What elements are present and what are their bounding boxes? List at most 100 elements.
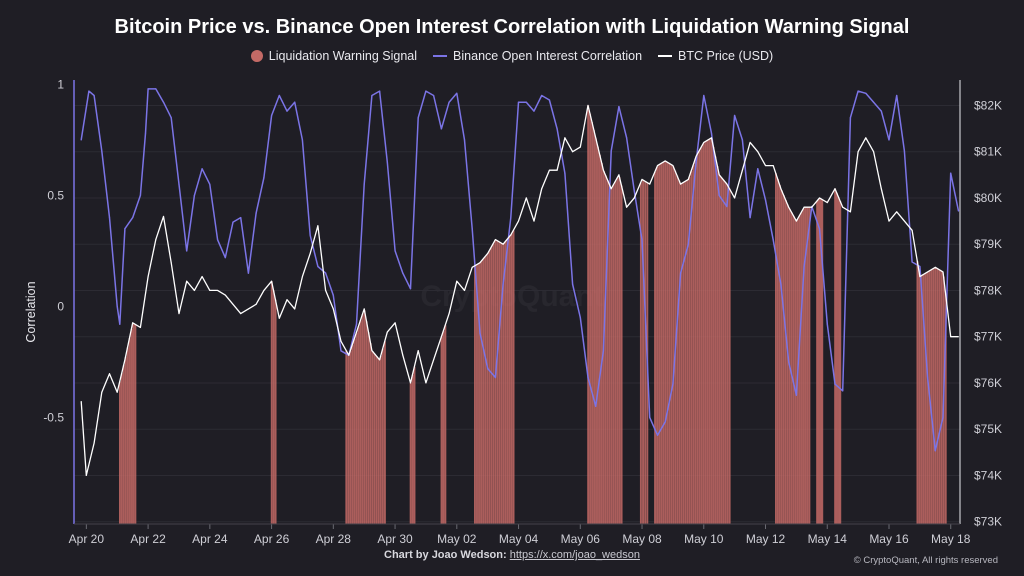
price-point [680, 183, 682, 185]
price-point [109, 373, 111, 375]
correlation-point [201, 168, 203, 170]
x-tick-label: May 12 [746, 532, 786, 546]
correlation-point [872, 101, 875, 103]
warning-signal-bar [938, 269, 941, 524]
price-point [788, 206, 790, 208]
correlation-point [826, 323, 828, 325]
correlation-point [324, 272, 327, 274]
correlation-point [548, 99, 551, 101]
price-point [610, 188, 612, 190]
right-tick-label: $80K [974, 191, 1002, 205]
price-point [896, 211, 898, 213]
correlation-point [726, 205, 728, 208]
warning-period-5 [474, 230, 515, 525]
warning-signal-bar [353, 338, 356, 524]
correlation-point [162, 101, 165, 103]
correlation-point [564, 172, 566, 174]
left-tick-label: -0.5 [43, 410, 64, 424]
price-point [795, 220, 797, 222]
warning-signal-bar [662, 162, 665, 525]
price-point [309, 252, 311, 254]
warning-signal-bar [482, 259, 485, 524]
left-axis-title: Correlation [24, 281, 38, 342]
warning-signal-bar [817, 198, 820, 524]
price-point [656, 165, 658, 167]
price-point [502, 243, 504, 245]
warning-signal-bar [926, 272, 929, 524]
correlation-point [88, 90, 90, 92]
price-point [811, 206, 813, 208]
warning-signal-bar [413, 366, 416, 524]
warning-signal-bar [716, 166, 719, 525]
price-point [394, 322, 396, 324]
correlation-point [402, 272, 404, 274]
warning-signal-bar [639, 182, 642, 525]
warning-signal-bar [798, 215, 801, 524]
price-point [479, 262, 481, 264]
price-point [903, 220, 905, 222]
warning-signal-bar [379, 355, 382, 524]
correlation-point [263, 177, 265, 179]
correlation-point [487, 368, 489, 370]
price-point [957, 336, 959, 338]
x-tick-label: Apr 20 [69, 532, 105, 546]
x-tick-label: May 16 [869, 532, 909, 546]
price-point [518, 220, 520, 222]
credit-link[interactable]: https://x.com/joao_wedson [509, 549, 640, 561]
price-point [533, 220, 535, 222]
correlation-point [649, 416, 651, 419]
warning-signal-bar [930, 269, 933, 524]
warning-signal-bar [800, 212, 803, 524]
warning-signal-bar [359, 320, 362, 524]
x-tick-label: Apr 30 [377, 532, 413, 546]
warning-signal-bar [411, 374, 414, 524]
warning-signal-bar [274, 299, 277, 524]
price-point [911, 229, 913, 231]
warning-period-6 [587, 105, 623, 525]
warning-signal-bar [664, 161, 667, 524]
price-point [649, 183, 651, 185]
warning-period-2 [345, 310, 386, 524]
legend-item-signal[interactable]: Liquidation Warning Signal [250, 49, 417, 63]
legend-item-price[interactable]: BTC Price (USD) [658, 49, 773, 63]
price-point [757, 151, 759, 153]
warning-period-0 [118, 323, 137, 524]
x-tick-label: May 14 [808, 532, 848, 546]
correlation-point [633, 190, 635, 192]
right-tick-label: $77K [974, 330, 1002, 344]
price-point [510, 234, 512, 236]
legend-item-correlation[interactable]: Binance Open Interest Correlation [433, 49, 642, 63]
price-point [687, 178, 689, 180]
correlation-point [224, 257, 226, 259]
warning-signal-bar [706, 140, 709, 524]
price-point [80, 400, 82, 402]
correlation-point [116, 305, 118, 308]
warning-signal-bar [361, 314, 364, 524]
warning-signal-bar [120, 373, 123, 524]
warning-signal-bar [712, 146, 715, 524]
price-point [471, 266, 473, 268]
right-tick-label: $81K [974, 145, 1002, 159]
price-point [950, 336, 952, 338]
warning-signal-bar [599, 154, 601, 524]
correlation-point [448, 101, 450, 103]
price-point [409, 382, 411, 384]
correlation-point [294, 101, 296, 103]
price-point [710, 137, 712, 139]
correlation-point [409, 288, 412, 290]
price-point [271, 280, 273, 282]
price-point [101, 391, 103, 393]
x-tick-label: Apr 26 [254, 532, 290, 546]
grid-lines [74, 104, 960, 523]
correlation-point [147, 88, 149, 90]
price-point [865, 137, 867, 139]
correlation-point [232, 221, 234, 223]
price-point [819, 197, 821, 199]
warning-signal-bar [656, 166, 659, 525]
correlation-point [772, 239, 774, 241]
warning-signal-bar [618, 177, 621, 524]
warning-signal-bar [122, 365, 125, 524]
correlation-point [170, 117, 172, 119]
correlation-point [433, 94, 435, 97]
correlation-point [270, 114, 273, 117]
